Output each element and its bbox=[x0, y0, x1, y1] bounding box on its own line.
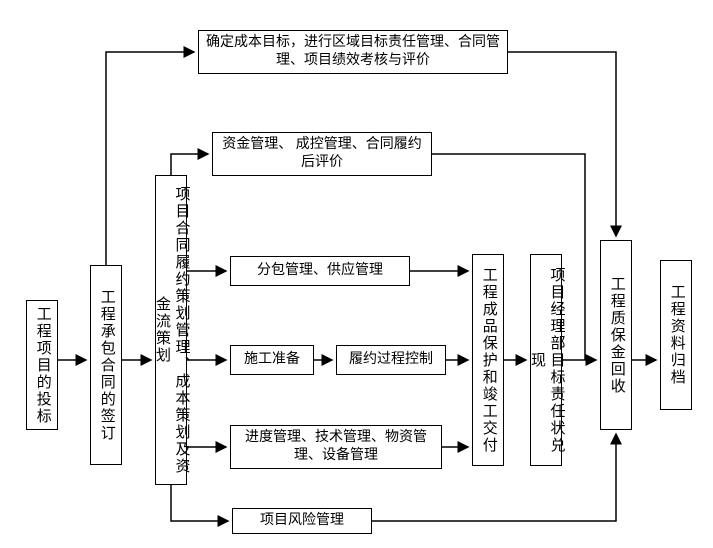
node-contract-planning: 项目合同履约策划管理、成本策划及资金流策划 bbox=[155, 175, 187, 485]
label: 确定成本目标，进行区域目标责任管理、合同管理、项目绩效考核与评价 bbox=[203, 34, 503, 70]
label: 工程质保金回收 bbox=[606, 276, 626, 395]
label: 工程项目的投标 bbox=[32, 306, 52, 425]
node-construction-prep: 施工准备 bbox=[230, 345, 314, 375]
label: 分包管理、供应管理 bbox=[257, 262, 383, 280]
node-pm-target-fulfill: 项目经理部目标责任状兑现 bbox=[530, 254, 562, 466]
node-subcontract-supply: 分包管理、供应管理 bbox=[230, 256, 410, 286]
node-fund-cost-mgmt: 资金管理、 成控管理、合同履约后评价 bbox=[212, 132, 432, 176]
node-risk-management: 项目风险管理 bbox=[232, 508, 372, 534]
label: 项目风险管理 bbox=[260, 512, 344, 530]
node-product-protection: 工程成品保护和竣工交付 bbox=[472, 254, 504, 466]
node-process-control: 履约过程控制 bbox=[336, 345, 446, 375]
node-cost-target-mgmt: 确定成本目标，进行区域目标责任管理、合同管理、项目绩效考核与评价 bbox=[198, 30, 508, 74]
label: 履约过程控制 bbox=[349, 351, 433, 369]
label: 工程承包合同的签订 bbox=[96, 289, 116, 442]
label: 施工准备 bbox=[244, 351, 300, 369]
label: 项目经理部目标责任状兑现 bbox=[527, 259, 566, 461]
node-contract-signing: 工程承包合同的签订 bbox=[90, 265, 122, 465]
node-warranty-recovery: 工程质保金回收 bbox=[600, 240, 632, 430]
label: 项目合同履约策划管理、成本策划及资金流策划 bbox=[152, 180, 191, 480]
label: 资金管理、 成控管理、合同履约后评价 bbox=[217, 136, 427, 172]
label: 进度管理、技术管理、物资管理、设备管理 bbox=[235, 429, 437, 465]
node-progress-tech-mgmt: 进度管理、技术管理、物资管理、设备管理 bbox=[230, 425, 442, 469]
label: 工程资料归档 bbox=[666, 284, 686, 386]
label: 工程成品保护和竣工交付 bbox=[478, 267, 498, 454]
node-project-bid: 工程项目的投标 bbox=[26, 300, 58, 430]
node-data-archive: 工程资料归档 bbox=[660, 260, 692, 410]
